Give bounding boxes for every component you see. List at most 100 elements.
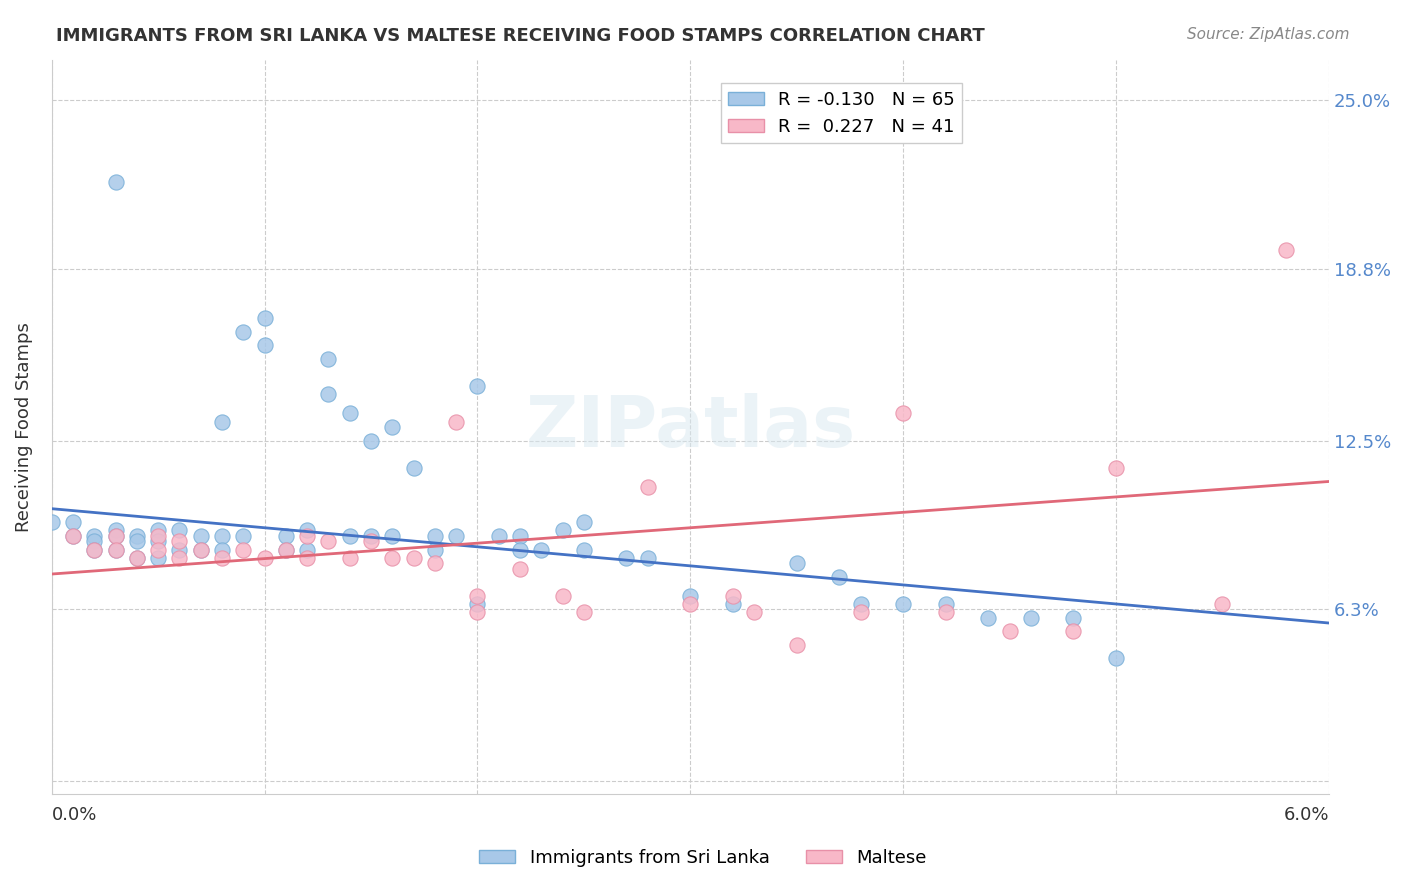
Point — [572, 605, 595, 619]
Point — [402, 461, 425, 475]
Point — [104, 524, 127, 538]
Point — [104, 542, 127, 557]
Point — [211, 550, 233, 565]
Point — [148, 550, 170, 565]
Point — [253, 311, 276, 326]
Point — [423, 542, 446, 557]
Point — [381, 529, 404, 543]
Point — [530, 542, 553, 557]
Point — [274, 542, 297, 557]
Point — [721, 589, 744, 603]
Point — [509, 542, 531, 557]
Point — [1062, 610, 1084, 624]
Point — [360, 529, 382, 543]
Point — [467, 379, 489, 393]
Point — [169, 524, 191, 538]
Point — [402, 550, 425, 565]
Point — [467, 605, 489, 619]
Point — [83, 542, 105, 557]
Point — [444, 529, 467, 543]
Text: Source: ZipAtlas.com: Source: ZipAtlas.com — [1187, 27, 1350, 42]
Point — [572, 542, 595, 557]
Point — [62, 529, 84, 543]
Point — [467, 589, 489, 603]
Point — [637, 550, 659, 565]
Point — [318, 534, 340, 549]
Y-axis label: Receiving Food Stamps: Receiving Food Stamps — [15, 322, 32, 532]
Point — [62, 529, 84, 543]
Point — [190, 542, 212, 557]
Point — [169, 550, 191, 565]
Point — [295, 542, 318, 557]
Point — [83, 534, 105, 549]
Point — [1211, 597, 1233, 611]
Point — [318, 351, 340, 366]
Point — [444, 415, 467, 429]
Point — [62, 516, 84, 530]
Point — [998, 624, 1021, 639]
Point — [1062, 624, 1084, 639]
Point — [125, 529, 148, 543]
Point — [381, 420, 404, 434]
Point — [125, 550, 148, 565]
Point — [295, 550, 318, 565]
Point — [360, 534, 382, 549]
Point — [41, 516, 63, 530]
Point — [381, 550, 404, 565]
Point — [488, 529, 510, 543]
Text: 0.0%: 0.0% — [52, 806, 97, 824]
Text: IMMIGRANTS FROM SRI LANKA VS MALTESE RECEIVING FOOD STAMPS CORRELATION CHART: IMMIGRANTS FROM SRI LANKA VS MALTESE REC… — [56, 27, 986, 45]
Point — [786, 556, 808, 570]
Point — [423, 556, 446, 570]
Point — [616, 550, 638, 565]
Point — [125, 534, 148, 549]
Point — [551, 524, 574, 538]
Point — [232, 529, 254, 543]
Point — [935, 605, 957, 619]
Point — [467, 597, 489, 611]
Point — [83, 542, 105, 557]
Point — [274, 542, 297, 557]
Point — [104, 529, 127, 543]
Point — [148, 529, 170, 543]
Point — [253, 550, 276, 565]
Point — [509, 561, 531, 575]
Point — [104, 175, 127, 189]
Point — [232, 325, 254, 339]
Point — [679, 589, 702, 603]
Point — [232, 542, 254, 557]
Point — [551, 589, 574, 603]
Point — [190, 542, 212, 557]
Point — [190, 529, 212, 543]
Point — [679, 597, 702, 611]
Point — [339, 406, 361, 420]
Point — [148, 534, 170, 549]
Point — [169, 534, 191, 549]
Text: ZIPatlas: ZIPatlas — [526, 392, 855, 461]
Point — [1275, 243, 1298, 257]
Point — [169, 542, 191, 557]
Point — [786, 638, 808, 652]
Point — [274, 529, 297, 543]
Point — [211, 415, 233, 429]
Point — [742, 605, 765, 619]
Legend: R = -0.130   N = 65, R =  0.227   N = 41: R = -0.130 N = 65, R = 0.227 N = 41 — [720, 83, 962, 143]
Legend: Immigrants from Sri Lanka, Maltese: Immigrants from Sri Lanka, Maltese — [472, 842, 934, 874]
Point — [360, 434, 382, 448]
Point — [1105, 461, 1128, 475]
Point — [891, 597, 914, 611]
Point — [849, 597, 872, 611]
Point — [1105, 651, 1128, 665]
Point — [211, 529, 233, 543]
Point — [828, 570, 851, 584]
Point — [1019, 610, 1042, 624]
Point — [509, 529, 531, 543]
Point — [295, 529, 318, 543]
Point — [253, 338, 276, 352]
Point — [935, 597, 957, 611]
Point — [211, 542, 233, 557]
Point — [721, 597, 744, 611]
Point — [104, 542, 127, 557]
Point — [83, 529, 105, 543]
Point — [125, 550, 148, 565]
